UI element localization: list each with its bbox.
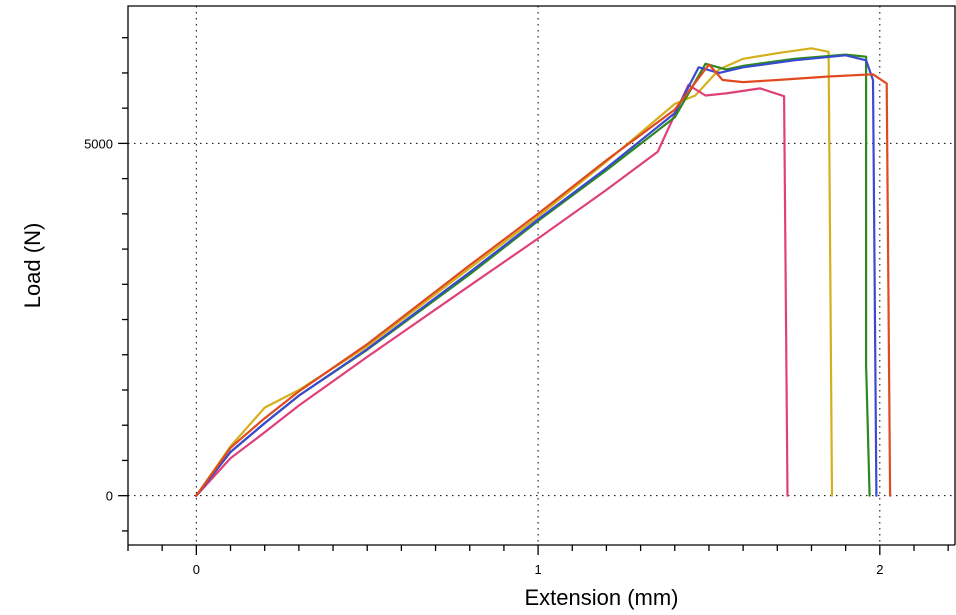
x-tick-label: 0: [193, 562, 200, 577]
x-ticks: 0 1 2: [127, 545, 949, 577]
series-line-5: [195, 63, 892, 497]
axes: [127, 5, 956, 546]
series-line-2: [195, 83, 789, 497]
series-line-1: [195, 47, 834, 497]
y-tick-label: 5000: [84, 136, 113, 151]
series-line-4: [195, 54, 878, 497]
x-tick-label: 2: [876, 562, 883, 577]
y-tick-label: 0: [106, 489, 113, 504]
x-axis-label: Extension (mm): [524, 585, 678, 610]
y-axis-label: Load (N): [20, 223, 45, 309]
y-ticks: 0 5000: [84, 37, 128, 532]
x-tick-label: 1: [534, 562, 541, 577]
data-series: [195, 47, 892, 497]
plot-frame: [127, 5, 956, 545]
series-line-3: [195, 53, 871, 497]
